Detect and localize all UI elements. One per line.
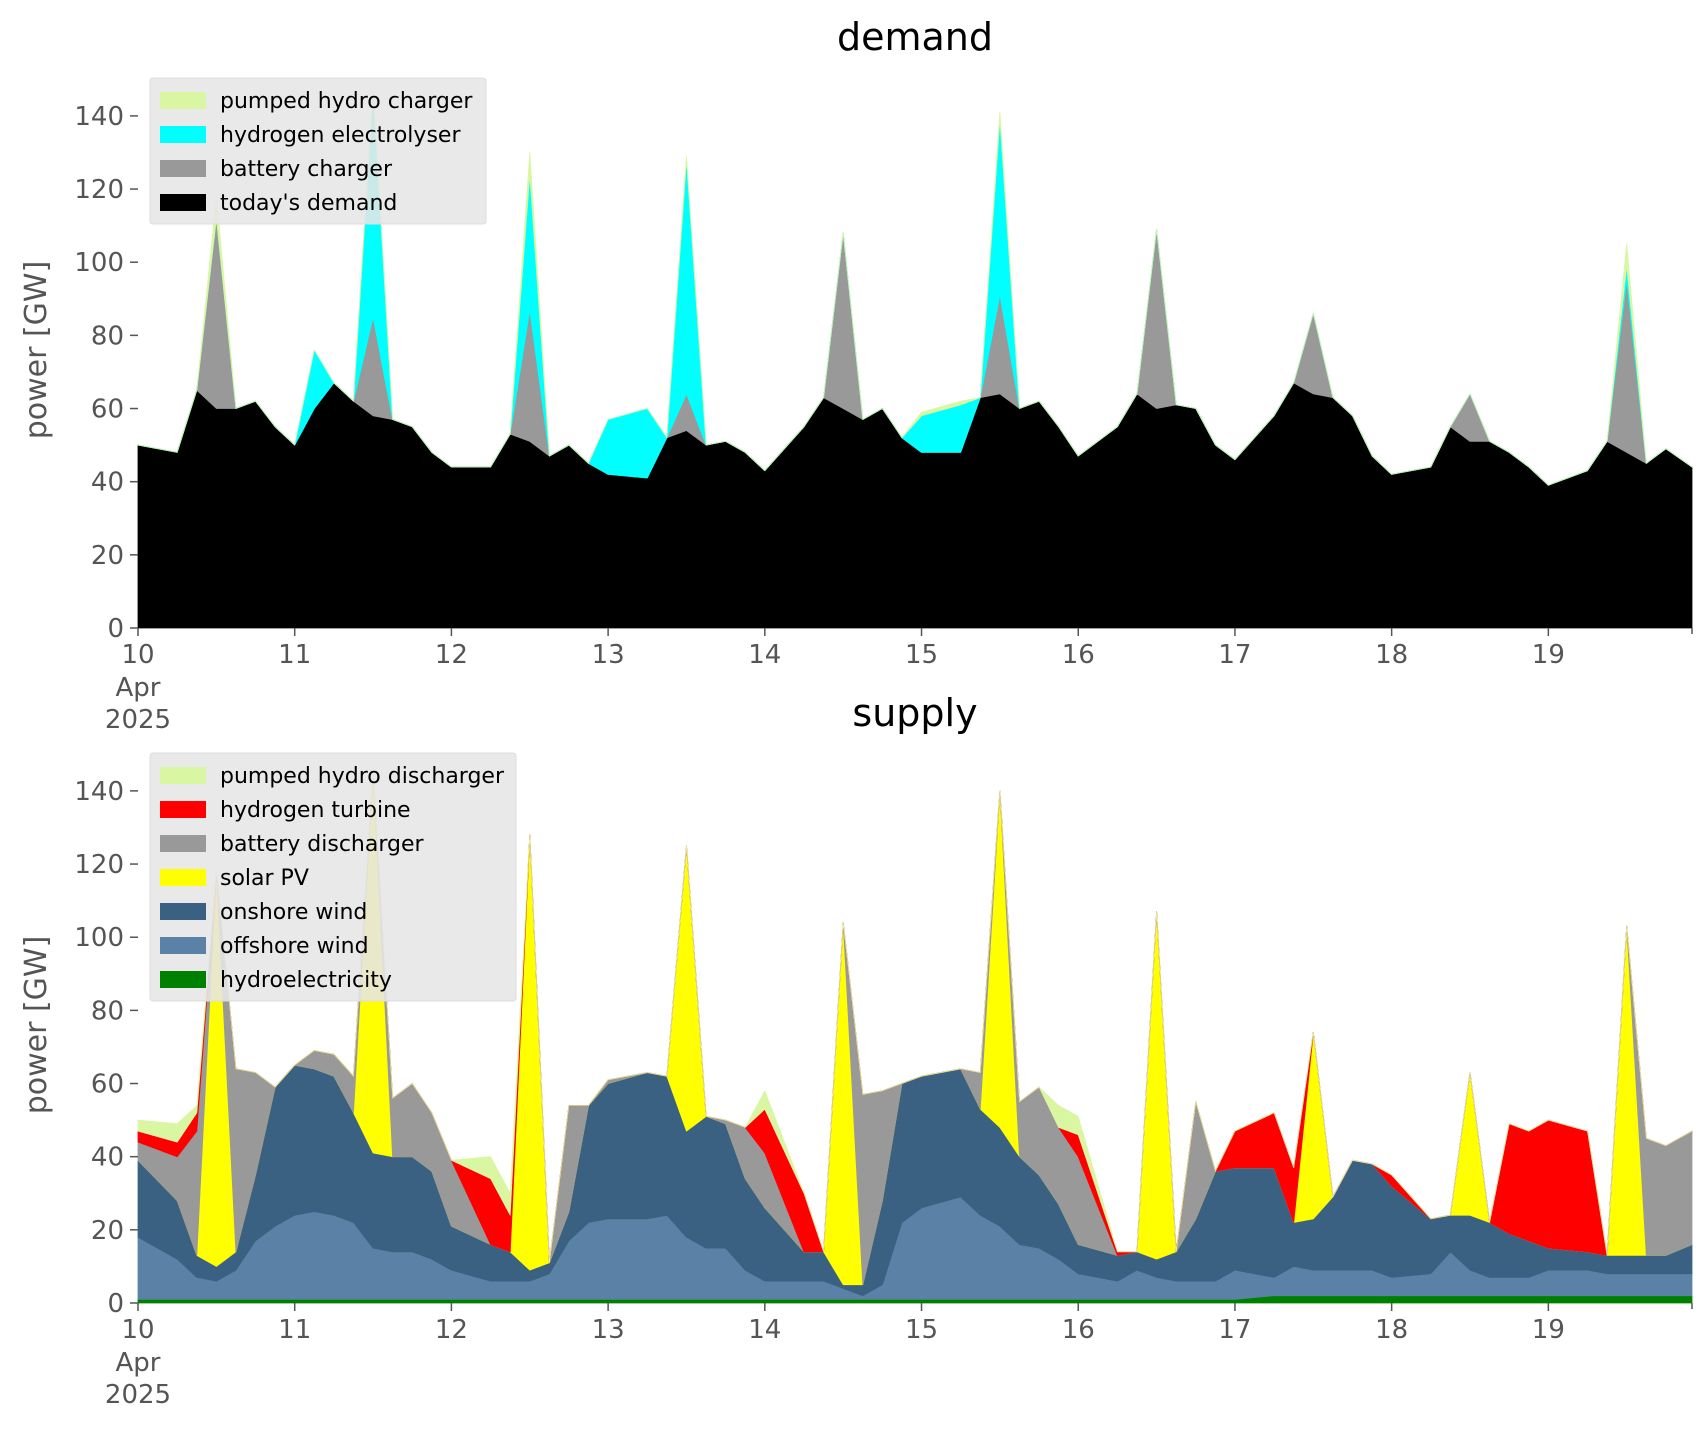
series-areas	[137, 772, 1693, 1304]
x-tick-label: 16	[1062, 1315, 1095, 1345]
x-tick-label: 11	[278, 1315, 311, 1345]
chart-title: supply	[852, 691, 977, 735]
x-tick-label: 11	[278, 640, 311, 670]
series-area-pumped-hydro-discharger	[137, 772, 1693, 1264]
x-tick-label: 18	[1375, 640, 1408, 670]
x-tick-sublabel: Apr	[116, 673, 161, 703]
y-tick-label: 60	[91, 1070, 124, 1100]
y-tick-label: 120	[74, 175, 124, 205]
x-tick-label: 12	[435, 640, 468, 670]
legend-swatch-pumped-hydro-discharger	[160, 767, 206, 784]
legend-label: today's demand	[220, 191, 397, 216]
y-tick-label: 100	[74, 248, 124, 278]
y-tick-label: 20	[91, 1216, 124, 1246]
y-tick-label: 20	[91, 541, 124, 571]
legend-label: onshore wind	[220, 900, 367, 925]
legend-label: battery charger	[220, 157, 393, 182]
x-tick-label: 15	[905, 1315, 938, 1345]
y-tick-label: 40	[91, 1143, 124, 1173]
y-tick-label: 80	[91, 996, 124, 1026]
legend-swatch-battery-charger	[160, 160, 206, 177]
y-axis-label: power [GW]	[19, 261, 54, 440]
x-tick-label: 13	[592, 640, 625, 670]
legend-swatch-hydrogen-electrolyser	[160, 126, 206, 143]
legend-label: solar PV	[220, 866, 309, 891]
x-tick-label: 10	[121, 640, 154, 670]
legend: pumped hydro discharger hydrogen turbine b…	[149, 752, 517, 1002]
legend-label: battery discharger	[220, 832, 425, 857]
x-tick-label: 14	[748, 1315, 781, 1345]
legend-label: hydrogen turbine	[220, 798, 411, 823]
y-tick-label: 40	[91, 468, 124, 498]
legend-label: pumped hydro discharger	[220, 764, 505, 789]
x-tick-sublabel: Apr	[116, 1348, 161, 1378]
y-axis-label: power [GW]	[19, 936, 54, 1115]
series-area-pumped-hydro-charger	[137, 86, 1693, 486]
x-tick-label: 15	[905, 640, 938, 670]
legend-label: offshore wind	[220, 934, 369, 959]
y-tick-label: 140	[74, 777, 124, 807]
x-tick-label: 19	[1532, 640, 1565, 670]
y-tick-label: 120	[74, 850, 124, 880]
legend-swatch-hydrogen-turbine	[160, 801, 206, 818]
x-tick-label: 18	[1375, 1315, 1408, 1345]
legend-box	[149, 752, 517, 1002]
x-tick-sublabel: 2025	[105, 1380, 171, 1410]
y-tick-label: 0	[107, 614, 124, 644]
y-tick-label: 60	[91, 395, 124, 425]
y-tick-label: 140	[74, 102, 124, 132]
chart-title: demand	[837, 15, 993, 59]
y-tick-label: 0	[107, 1289, 124, 1319]
x-tick-label: 10	[121, 1315, 154, 1345]
legend-label: pumped hydro charger	[220, 89, 473, 114]
y-tick-label: 100	[74, 923, 124, 953]
y-tick-label: 80	[91, 321, 124, 351]
x-tick-label: 17	[1218, 640, 1251, 670]
legend: pumped hydro charger hydrogen electrolyse…	[149, 77, 487, 225]
legend-swatch-battery-discharger	[160, 835, 206, 852]
legend-label: hydrogen electrolyser	[220, 123, 461, 148]
x-tick-label: 16	[1062, 640, 1095, 670]
legend-swatch-offshore-wind	[160, 937, 206, 954]
legend-swatch-solar-pv	[160, 869, 206, 886]
legend-swatch-hydroelectricity	[160, 971, 206, 988]
x-tick-sublabel: 2025	[105, 705, 171, 735]
x-tick-label: 14	[748, 640, 781, 670]
legend-swatch-today-s-demand	[160, 194, 206, 211]
legend-box	[149, 77, 487, 225]
legend-swatch-onshore-wind	[160, 903, 206, 920]
legend-label: hydroelectricity	[220, 968, 392, 993]
x-tick-label: 17	[1218, 1315, 1251, 1345]
legend-swatch-pumped-hydro-charger	[160, 92, 206, 109]
x-tick-label: 12	[435, 1315, 468, 1345]
x-tick-label: 13	[592, 1315, 625, 1345]
x-tick-label: 19	[1532, 1315, 1565, 1345]
